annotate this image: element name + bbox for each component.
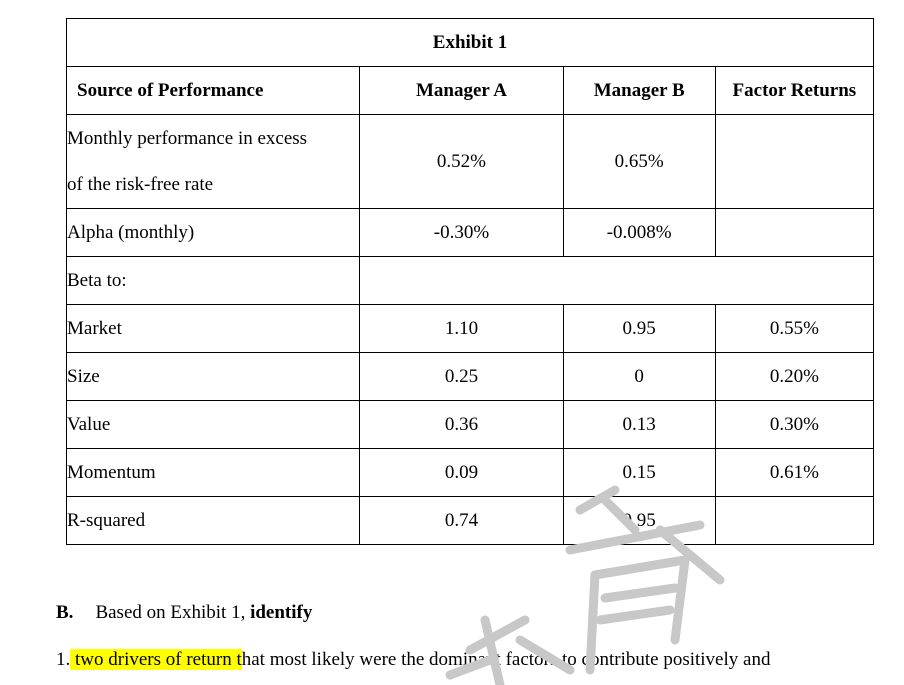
row-label-beta-to: Beta to: <box>65 256 361 305</box>
cell-size-a: 0.25 <box>359 352 564 401</box>
row-label-momentum: Momentum <box>65 448 361 497</box>
cell-value-f: 0.30% <box>714 400 875 449</box>
cell-alpha-f <box>714 208 875 257</box>
cell-value-b: 0.13 <box>562 400 716 449</box>
question-letter: B. <box>56 602 74 623</box>
table-row: Monthly performance in excess of the risk… <box>65 114 875 209</box>
exhibit-title: Exhibit 1 <box>66 18 874 67</box>
cell-momentum-f: 0.61% <box>714 448 875 497</box>
cell-size-f: 0.20% <box>714 352 875 401</box>
row-label-alpha: Alpha (monthly) <box>65 208 361 257</box>
row-label-size: Size <box>65 352 361 401</box>
cell-beta-to-span <box>359 256 874 305</box>
cell-market-b: 0.95 <box>562 304 716 353</box>
table-row: Beta to: <box>65 256 874 305</box>
row-label-excess: Monthly performance in excess of the risk… <box>65 114 361 209</box>
question-bold-verb: identify <box>250 602 313 623</box>
exhibit-table: Exhibit 1 Source of Performance Manager … <box>65 18 875 545</box>
cell-size-b: 0 <box>562 352 716 401</box>
cell-rsq-b: 0.95 <box>562 496 716 545</box>
question-b: B. Based on Exhibit 1, identify <box>56 602 312 624</box>
item-number: 1. <box>56 649 71 670</box>
header-manager-b: Manager B <box>562 66 716 115</box>
cell-alpha-b: -0.008% <box>562 208 716 257</box>
row-label-rsq: R-squared <box>65 496 361 545</box>
list-item: 1. two drivers of return that most likel… <box>56 649 770 671</box>
table-row: Momentum 0.09 0.15 0.61% <box>65 448 875 497</box>
item-text: hat most likely were the dominant factor… <box>241 649 771 670</box>
question-text: Based on Exhibit 1, <box>95 602 251 623</box>
header-manager-a: Manager A <box>359 66 564 115</box>
table-row: Alpha (monthly) -0.30% -0.008% <box>65 208 875 257</box>
table-row: Market 1.10 0.95 0.55% <box>65 304 875 353</box>
table-row: R-squared 0.74 0.95 <box>65 496 875 545</box>
cell-market-f: 0.55% <box>714 304 875 353</box>
cell-momentum-a: 0.09 <box>359 448 564 497</box>
cell-excess-a: 0.52% <box>359 114 564 209</box>
header-factor-returns: Factor Returns <box>714 66 875 115</box>
cell-value-a: 0.36 <box>359 400 564 449</box>
table-row: Value 0.36 0.13 0.30% <box>65 400 875 449</box>
table-row: Size 0.25 0 0.20% <box>65 352 875 401</box>
cell-momentum-b: 0.15 <box>562 448 716 497</box>
cell-rsq-a: 0.74 <box>359 496 564 545</box>
cell-alpha-a: -0.30% <box>359 208 564 257</box>
cell-excess-b: 0.65% <box>562 114 716 209</box>
cell-rsq-f <box>714 496 875 545</box>
cell-market-a: 1.10 <box>359 304 564 353</box>
cell-excess-f <box>714 114 875 209</box>
header-source: Source of Performance <box>65 66 361 115</box>
highlighted-text: two drivers of return t <box>70 649 242 670</box>
row-label-market: Market <box>65 304 361 353</box>
row-label-value: Value <box>65 400 361 449</box>
